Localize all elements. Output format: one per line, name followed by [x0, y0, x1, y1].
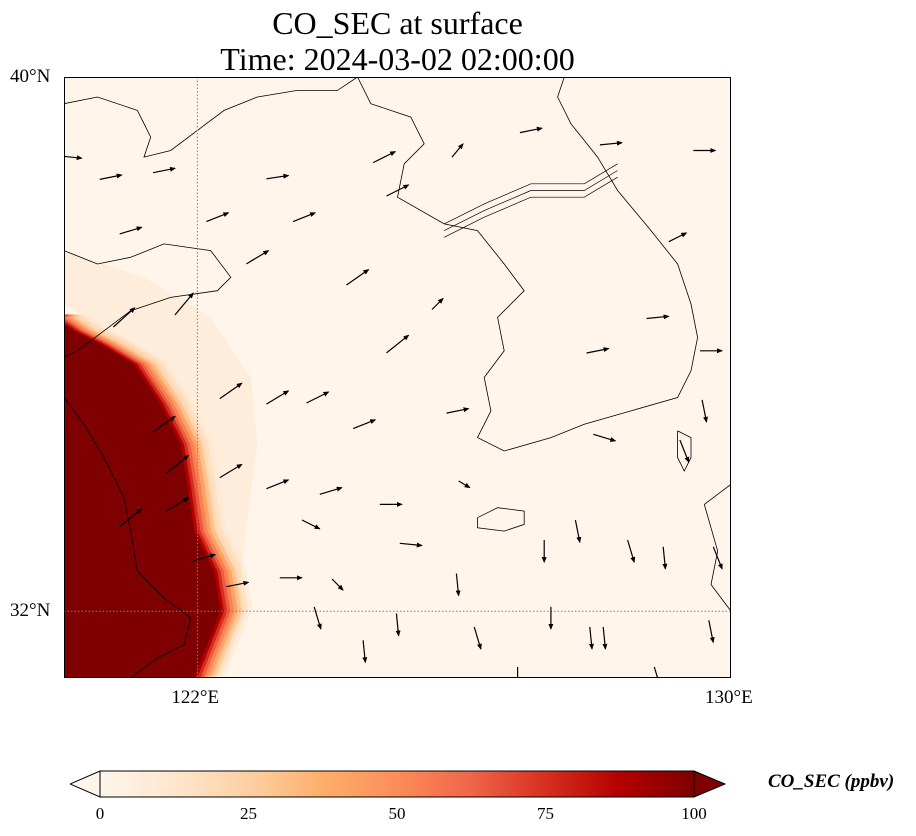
- wind-arrow: [602, 626, 608, 650]
- wind-arrow: [431, 297, 444, 310]
- wind-arrow: [362, 640, 368, 664]
- wind-arrow: [662, 546, 668, 570]
- wind-arrow: [119, 226, 143, 235]
- colorbar-canvas: [70, 770, 726, 798]
- wind-arrow: [119, 508, 143, 527]
- wind-arrow: [112, 307, 136, 328]
- wind-arrow: [266, 479, 290, 490]
- wind-arrow: [352, 419, 377, 430]
- wind-arrow: [301, 519, 321, 530]
- wind-arrow: [166, 497, 190, 512]
- colorbar-tick-label: 75: [537, 804, 554, 823]
- border-line: [444, 163, 618, 225]
- wind-arrow: [455, 573, 461, 597]
- colorbar-tick-label: 50: [388, 804, 406, 823]
- colorbar-extend-max: [693, 770, 726, 798]
- wind-arrow: [446, 407, 470, 414]
- wind-arrow: [399, 542, 423, 548]
- coastline-tsushima: [677, 430, 692, 472]
- wind-arrow: [519, 126, 543, 134]
- lat-tick-label: 40°N: [10, 66, 51, 87]
- map-title: CO_SEC at surface: [272, 5, 523, 41]
- map-panel: [64, 77, 731, 678]
- coastline-shandong-liaodong-northchina: [64, 77, 358, 158]
- colorbar: [70, 770, 726, 798]
- wind-arrow: [226, 580, 250, 588]
- wind-vector-layer: [64, 126, 723, 678]
- coastline-shandong-peninsula: [64, 243, 232, 358]
- wind-arrow: [701, 399, 708, 423]
- wind-arrow: [679, 439, 690, 463]
- wind-arrow: [599, 140, 623, 146]
- wind-arrow: [319, 486, 343, 495]
- wind-arrow: [192, 553, 217, 562]
- wind-arrow: [246, 250, 270, 265]
- wind-arrow: [266, 173, 290, 180]
- wind-arrow: [219, 463, 243, 479]
- wind-arrow: [646, 314, 670, 320]
- co-plume-core: [64, 317, 231, 678]
- co-plume-band: [75, 314, 253, 678]
- wind-arrow: [593, 433, 617, 442]
- wind-arrow: [152, 415, 176, 433]
- wind-arrow: [473, 626, 482, 650]
- wind-arrow: [266, 390, 290, 405]
- wind-arrow: [712, 546, 723, 570]
- colorbar-gradient: [99, 770, 695, 798]
- wind-arrow: [574, 519, 582, 544]
- gridline-layer: [64, 77, 731, 678]
- wind-arrow: [586, 347, 610, 354]
- wind-arrow: [386, 184, 410, 197]
- map-canvas: [64, 77, 731, 678]
- coastline-east-china: [64, 397, 192, 678]
- wind-arrow: [653, 666, 659, 678]
- wind-arrow: [395, 613, 401, 637]
- wind-arrow: [386, 334, 410, 354]
- wind-arrow: [708, 620, 715, 644]
- wind-arrow: [166, 454, 190, 474]
- colorbar-tick-label: 100: [681, 804, 707, 823]
- wind-arrow: [152, 166, 176, 174]
- wind-arrow: [219, 382, 243, 400]
- wind-arrow: [372, 151, 397, 164]
- border-line: [444, 176, 618, 238]
- wind-arrow: [174, 292, 194, 316]
- wind-arrow: [668, 232, 688, 243]
- coastline-layer: [64, 77, 731, 678]
- coastline-korean-peninsula: [357, 77, 699, 452]
- wind-arrow: [64, 155, 83, 161]
- wind-arrow: [627, 539, 636, 564]
- lat-tick-label: 32°N: [10, 600, 51, 622]
- coastline-jeju: [477, 507, 525, 532]
- wind-arrow: [99, 173, 123, 180]
- colorbar-label: CO_SEC (ppbv): [768, 771, 895, 792]
- wind-arrow: [451, 143, 464, 158]
- wind-arrow: [206, 212, 230, 223]
- lon-tick-label: 122°E: [171, 687, 220, 708]
- colorbar-extend-min: [70, 770, 101, 798]
- border-line: [444, 170, 618, 231]
- wind-arrow: [292, 212, 317, 223]
- co-plume-layer: [64, 250, 258, 678]
- wind-arrow: [313, 606, 322, 630]
- wind-arrow: [331, 578, 344, 591]
- colorbar-tick-label: 25: [240, 804, 257, 823]
- wind-arrow: [589, 626, 594, 650]
- wind-arrow: [346, 269, 370, 286]
- colorbar-tick-label: 0: [95, 804, 105, 823]
- map-subtitle-time: Time: 2024-03-02 02:00:00: [220, 41, 575, 77]
- wind-arrow: [458, 480, 471, 489]
- map-frame: [64, 77, 731, 678]
- coastline-kyushu: [703, 483, 731, 612]
- lon-tick-label: 130°E: [705, 687, 753, 708]
- wind-arrow: [306, 391, 330, 404]
